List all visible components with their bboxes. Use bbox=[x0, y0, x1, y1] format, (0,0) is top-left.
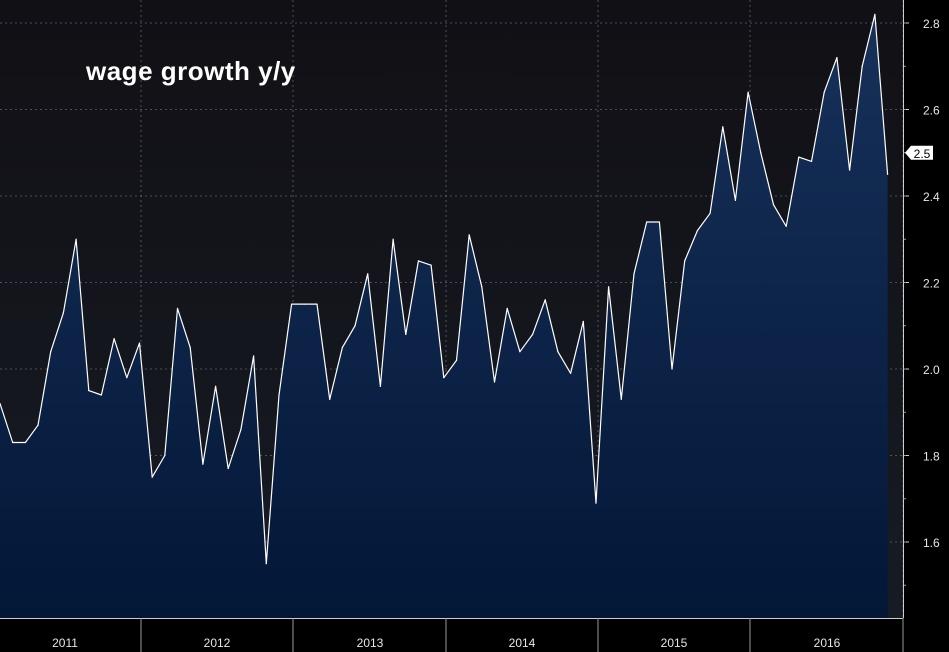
data-point bbox=[443, 377, 445, 379]
data-point bbox=[341, 346, 343, 348]
data-point bbox=[164, 454, 166, 457]
x-tick-label: 2012 bbox=[204, 636, 231, 650]
data-point bbox=[709, 212, 711, 214]
data-point bbox=[88, 390, 90, 392]
data-point bbox=[151, 476, 153, 478]
axis-panel bbox=[903, 0, 949, 652]
last-value-label: 2.5 bbox=[914, 147, 931, 161]
x-tick-label: 2014 bbox=[509, 636, 536, 650]
data-point bbox=[608, 286, 610, 288]
data-point bbox=[227, 467, 229, 470]
data-point bbox=[481, 286, 483, 288]
data-point bbox=[329, 398, 331, 400]
x-axis: 2011 2012 2013 2014 2015 2016 bbox=[0, 618, 904, 652]
data-point bbox=[62, 312, 64, 314]
data-point bbox=[493, 381, 496, 383]
data-point bbox=[316, 303, 318, 305]
data-point bbox=[633, 273, 635, 275]
data-point bbox=[430, 264, 432, 266]
data-point bbox=[278, 394, 280, 396]
x-tick-label: 2013 bbox=[357, 636, 384, 650]
data-point bbox=[861, 65, 863, 67]
x-tick-label: 2015 bbox=[661, 636, 688, 650]
data-point bbox=[620, 398, 622, 400]
data-point bbox=[722, 126, 724, 128]
area-layer bbox=[0, 13, 889, 618]
data-point bbox=[75, 238, 77, 240]
data-point bbox=[848, 169, 851, 171]
data-point bbox=[37, 424, 39, 426]
data-point bbox=[138, 342, 141, 344]
data-point bbox=[658, 221, 660, 223]
data-point bbox=[519, 351, 521, 353]
data-point bbox=[265, 563, 267, 565]
last-value-badge bbox=[905, 145, 933, 160]
data-point bbox=[12, 441, 14, 444]
data-point bbox=[772, 204, 775, 206]
data-point bbox=[455, 359, 458, 361]
data-point bbox=[303, 303, 305, 305]
x-axis-panel bbox=[0, 618, 949, 652]
data-point bbox=[760, 152, 762, 154]
data-point bbox=[202, 463, 204, 465]
data-point bbox=[354, 325, 356, 327]
data-point bbox=[0, 403, 1, 405]
data-point bbox=[570, 372, 572, 374]
data-point bbox=[544, 299, 546, 301]
data-point bbox=[506, 307, 508, 310]
data-point bbox=[468, 234, 470, 236]
data-point bbox=[557, 351, 559, 353]
data-point bbox=[50, 351, 52, 353]
data-point bbox=[874, 13, 876, 15]
y-tick-label: 2.4 bbox=[923, 190, 940, 204]
data-point bbox=[24, 441, 26, 444]
series-area bbox=[0, 14, 888, 618]
y-tick-label: 2.0 bbox=[923, 363, 940, 377]
data-point bbox=[696, 230, 699, 232]
data-point bbox=[785, 225, 787, 227]
data-point bbox=[671, 368, 673, 370]
data-point bbox=[531, 333, 534, 335]
y-axis: 1.6 1.8 2.0 2.2 2.4 2.6 2.8 2.5 bbox=[903, 0, 940, 618]
data-point bbox=[887, 173, 889, 175]
data-point bbox=[798, 156, 800, 158]
data-point bbox=[684, 260, 686, 262]
data-point bbox=[189, 346, 191, 348]
y-tick-label: 1.8 bbox=[923, 450, 940, 464]
data-point bbox=[582, 320, 584, 323]
data-point bbox=[734, 199, 737, 201]
data-point bbox=[823, 91, 825, 93]
y-tick-label: 2.2 bbox=[923, 277, 940, 291]
data-point bbox=[747, 91, 749, 93]
y-tick-label: 2.6 bbox=[923, 104, 940, 118]
data-point bbox=[646, 221, 648, 223]
data-point bbox=[253, 355, 255, 357]
data-point bbox=[379, 385, 381, 387]
data-point bbox=[392, 238, 394, 240]
data-point bbox=[291, 303, 293, 305]
data-point bbox=[176, 307, 179, 310]
data-point bbox=[367, 273, 369, 275]
x-tick-label: 2011 bbox=[52, 636, 78, 650]
data-point bbox=[595, 502, 597, 504]
data-point bbox=[240, 428, 242, 431]
chart-title: wage growth y/y bbox=[86, 56, 296, 86]
data-point bbox=[126, 377, 128, 379]
data-point bbox=[113, 338, 115, 340]
y-tick-label: 1.6 bbox=[923, 536, 940, 550]
data-point bbox=[810, 160, 813, 162]
y-tick-label: 2.8 bbox=[923, 17, 940, 31]
data-point bbox=[417, 260, 420, 262]
data-point bbox=[405, 333, 407, 335]
data-point bbox=[100, 394, 103, 396]
data-point bbox=[214, 385, 217, 387]
data-point bbox=[836, 57, 838, 59]
x-tick-label: 2016 bbox=[814, 636, 841, 650]
